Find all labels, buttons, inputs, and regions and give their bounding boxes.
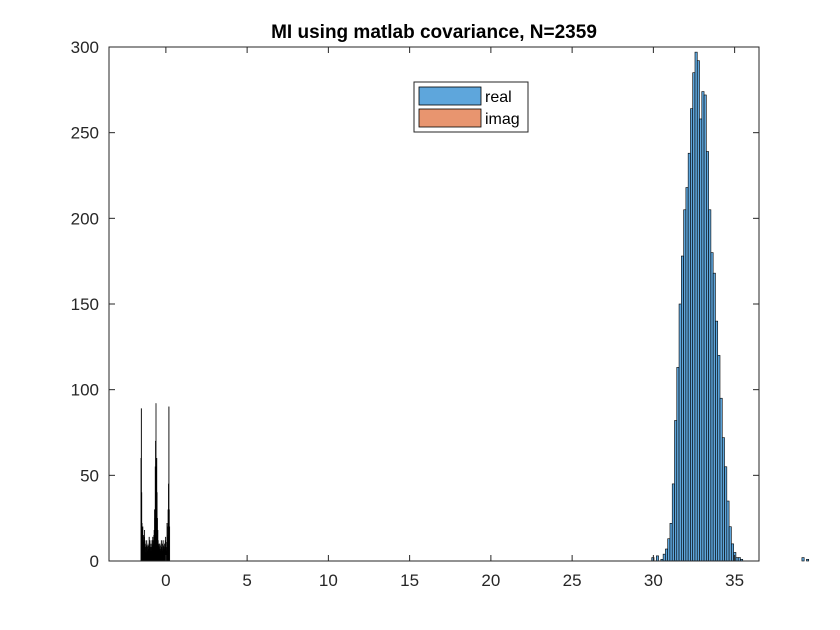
bar-real: [683, 209, 687, 562]
bar-real: [737, 557, 741, 562]
x-axis-ticks: 0 5 10 15 20 25 30 35: [161, 47, 744, 590]
bar-real: [685, 187, 689, 562]
y-tick-label: 200: [71, 209, 99, 228]
bar-imag: [169, 526, 171, 562]
bar-real: [690, 108, 693, 562]
bar-real: [655, 555, 659, 562]
bar-real: [708, 209, 712, 562]
bar-real: [692, 72, 696, 562]
bar-real: [694, 51, 698, 562]
bar-real: [662, 553, 666, 562]
bar-real: [674, 420, 678, 562]
y-tick-label: 100: [71, 381, 99, 400]
bar-real: [667, 538, 671, 562]
bar-real: [719, 397, 723, 562]
bar-real: [728, 526, 732, 562]
x-tick-label: 20: [481, 571, 500, 590]
y-axis-ticks: 0 50 100 150 200 250 300: [71, 38, 759, 571]
x-tick-label: 0: [161, 571, 170, 590]
bar-real: [671, 483, 675, 562]
y-tick-label: 0: [90, 552, 99, 571]
y-tick-label: 50: [80, 466, 99, 485]
bar-real: [726, 500, 730, 562]
bar-real: [687, 152, 691, 562]
bar-real: [665, 548, 668, 562]
bar-real: [801, 557, 805, 562]
x-tick-label: 35: [725, 571, 744, 590]
x-tick-label: 15: [400, 571, 419, 590]
bar-real: [699, 118, 703, 562]
x-tick-label: 10: [319, 571, 338, 590]
bar-real: [712, 272, 716, 562]
bar-real: [706, 151, 709, 562]
bar-real: [701, 91, 705, 562]
bar-real: [731, 543, 734, 562]
bar-real: [676, 367, 680, 562]
y-tick-label: 250: [71, 124, 99, 143]
legend[interactable]: real imag: [413, 81, 529, 133]
bar-real: [710, 252, 714, 562]
bar-real: [696, 60, 700, 562]
bar-real: [717, 355, 721, 562]
x-tick-label: 25: [563, 571, 582, 590]
y-tick-label: 300: [71, 38, 99, 57]
legend-label-real: real: [485, 89, 512, 106]
bar-real: [669, 523, 673, 562]
bar-real: [681, 255, 684, 562]
chart-title: MI using matlab covariance, N=2359: [271, 22, 597, 43]
bar-real: [724, 466, 728, 562]
x-tick-label: 30: [644, 571, 663, 590]
legend-label-imag: imag: [485, 111, 520, 128]
bar-real: [678, 303, 682, 562]
bar-real: [703, 94, 707, 562]
x-tick-label: 5: [242, 571, 251, 590]
bar-real: [715, 320, 719, 562]
legend-swatch-real: [418, 86, 482, 106]
legend-swatch-imag: [418, 108, 482, 128]
y-tick-label: 150: [71, 295, 99, 314]
bar-real: [806, 558, 810, 562]
bar-real: [735, 557, 739, 562]
bar-real: [721, 437, 725, 562]
